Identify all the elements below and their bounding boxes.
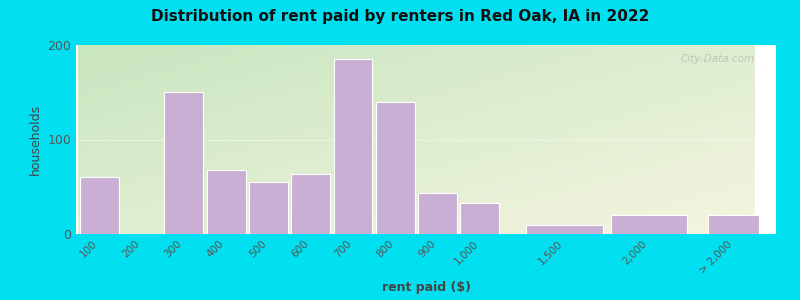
Y-axis label: households: households xyxy=(29,104,42,175)
X-axis label: rent paid ($): rent paid ($) xyxy=(382,281,470,294)
Bar xyxy=(376,102,414,234)
Bar xyxy=(526,224,602,234)
Bar xyxy=(611,215,687,234)
Bar xyxy=(334,59,373,234)
Bar xyxy=(206,170,246,234)
Bar xyxy=(80,177,118,234)
Bar xyxy=(249,182,288,234)
Bar xyxy=(461,203,499,234)
Text: City-Data.com: City-Data.com xyxy=(681,55,755,64)
Bar xyxy=(164,92,203,234)
Bar xyxy=(291,175,330,234)
Bar xyxy=(708,215,759,234)
Text: Distribution of rent paid by renters in Red Oak, IA in 2022: Distribution of rent paid by renters in … xyxy=(151,9,649,24)
Bar xyxy=(418,194,457,234)
